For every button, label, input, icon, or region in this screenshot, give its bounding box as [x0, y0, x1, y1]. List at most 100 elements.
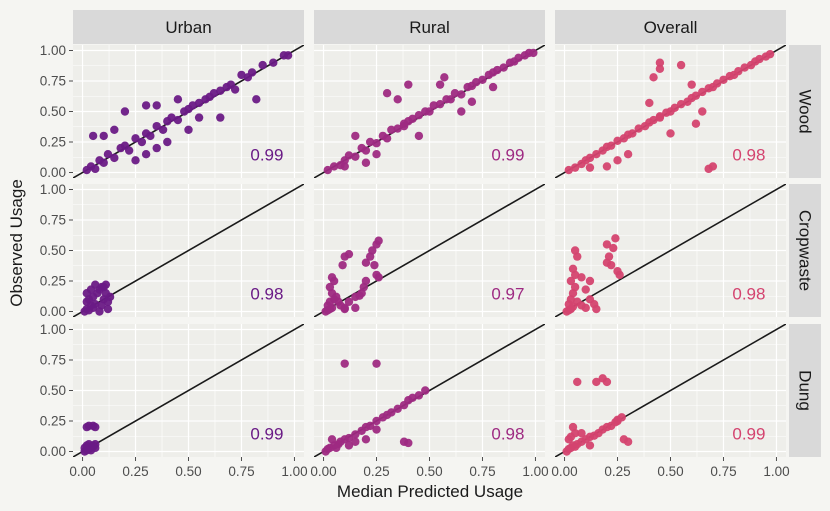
data-point	[698, 107, 707, 116]
data-point	[414, 110, 424, 120]
y-tick-label: 0.75	[40, 352, 66, 367]
data-point	[88, 131, 98, 141]
data-point	[103, 304, 113, 314]
data-point	[91, 439, 100, 449]
data-point	[361, 435, 371, 444]
data-point	[173, 95, 183, 104]
data-point	[408, 114, 417, 124]
data-point	[499, 63, 508, 72]
data-point	[585, 276, 595, 286]
row-strip-label: Wood	[796, 89, 815, 133]
data-point	[344, 441, 354, 450]
y-tick-label: 1.00	[40, 322, 66, 337]
data-point	[734, 67, 743, 76]
data-point	[344, 151, 354, 160]
data-point	[323, 165, 332, 175]
data-point	[573, 377, 582, 387]
data-point	[124, 146, 134, 155]
data-point	[247, 68, 257, 77]
row-strip	[789, 184, 821, 317]
data-point	[691, 91, 701, 100]
data-point	[602, 240, 612, 249]
x-tick-label: 0.50	[416, 464, 442, 479]
data-point	[110, 125, 119, 135]
x-tick-label: 0.00	[551, 464, 577, 479]
data-point	[101, 280, 111, 289]
data-point	[368, 246, 377, 255]
panel-urban-cropwaste: 0.98	[73, 184, 304, 317]
data-point	[340, 162, 349, 171]
data-point	[514, 53, 523, 63]
correlation-label: 0.99	[250, 145, 283, 164]
y-tick-label: 0.75	[40, 212, 66, 227]
data-point	[592, 377, 601, 387]
data-point	[529, 48, 538, 58]
data-point	[655, 64, 665, 73]
data-point	[361, 158, 371, 167]
data-point	[372, 139, 381, 148]
data-point	[615, 270, 624, 280]
data-point	[564, 435, 573, 444]
data-point	[194, 113, 204, 122]
correlation-label: 0.99	[491, 145, 524, 164]
y-tick-label: 1.00	[40, 43, 66, 58]
y-tick-label: 0.25	[40, 414, 66, 429]
data-point	[568, 422, 578, 432]
y-tick-label: 0.50	[40, 104, 66, 119]
y-tick-label: 0.50	[40, 243, 66, 258]
data-point	[338, 260, 347, 270]
x-tick-label: 1.00	[522, 464, 548, 479]
data-point	[158, 125, 168, 135]
data-point	[372, 416, 381, 426]
data-point	[332, 443, 341, 453]
data-point	[655, 58, 665, 67]
data-point	[446, 95, 455, 104]
data-point	[340, 304, 349, 314]
data-point	[457, 107, 466, 116]
data-point	[655, 113, 665, 122]
column-strip-label: Urban	[165, 18, 211, 37]
data-point	[414, 391, 424, 400]
identity-line	[73, 324, 304, 457]
data-point	[666, 129, 675, 138]
data-point	[740, 63, 749, 72]
data-point	[372, 359, 381, 368]
data-point	[163, 137, 172, 147]
data-point	[393, 404, 402, 414]
data-point	[581, 303, 590, 313]
column-strip	[314, 10, 545, 44]
data-point	[340, 359, 349, 368]
data-point	[425, 107, 434, 116]
data-point	[361, 258, 371, 267]
data-point	[613, 416, 622, 426]
x-tick-label: 0.25	[122, 464, 148, 479]
data-point	[585, 153, 595, 163]
data-point	[344, 297, 354, 306]
data-point	[372, 425, 381, 434]
data-point	[628, 129, 637, 138]
data-point	[137, 137, 147, 147]
data-point	[152, 143, 161, 153]
data-point	[105, 292, 115, 302]
data-point	[146, 131, 155, 141]
data-point	[387, 125, 396, 135]
data-point	[698, 87, 707, 97]
x-tick-label: 0.50	[657, 464, 683, 479]
data-point	[623, 150, 633, 159]
data-point	[585, 163, 595, 172]
data-point	[457, 90, 466, 99]
data-point	[184, 125, 193, 135]
data-point	[91, 164, 100, 174]
data-point	[327, 435, 337, 444]
data-point	[269, 58, 278, 67]
data-point	[152, 101, 161, 110]
data-point	[334, 297, 343, 306]
data-point	[237, 70, 246, 80]
data-point	[194, 98, 204, 108]
data-point	[613, 136, 622, 145]
x-tick-label: 0.75	[228, 464, 254, 479]
column-strip	[555, 10, 786, 44]
data-point	[393, 124, 402, 133]
data-point	[691, 119, 701, 128]
data-point	[399, 121, 409, 131]
